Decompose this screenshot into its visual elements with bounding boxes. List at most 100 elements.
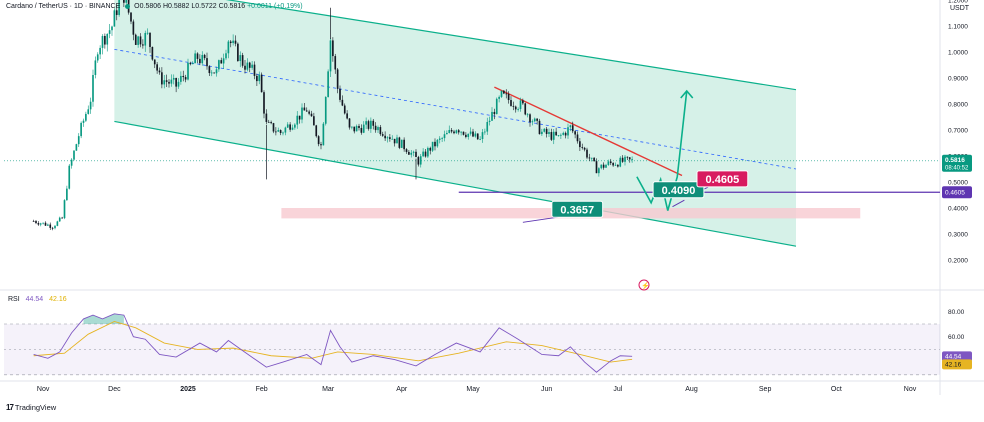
candle-body [441,138,443,139]
price-tick-label: 1.1000 [948,24,968,31]
candle-body [386,137,389,139]
candle-body [562,132,565,135]
candle-body [334,56,337,70]
candle-body [398,137,401,148]
currency-label[interactable]: USDT [950,5,970,12]
candle-body [495,98,498,115]
candle-body [486,121,489,132]
candle-body [624,156,626,162]
candle-body [324,96,327,124]
candle-body [403,139,405,150]
candle-body [367,121,370,129]
candle-body [341,99,344,106]
candle-body [66,188,68,201]
candle-body [187,62,189,80]
candle-body [343,105,346,114]
lightning-icon-glyph: ⚡ [641,281,650,290]
candle-body [47,224,49,226]
tradingview-brand[interactable]: 17 TradingView [6,403,56,412]
price-tick-label: 0.7000 [948,128,968,135]
candle-body [253,64,256,76]
candle-body [225,53,227,59]
candle-body [579,141,581,148]
candle-body [203,54,206,59]
candle-body [44,222,47,226]
candle-body [379,127,382,135]
rsi-ma-value: 42.16 [49,296,67,303]
candle-body [75,144,78,151]
symbol-label[interactable]: Cardano / TetherUS · 1D · BINANCE [6,3,121,10]
candle-body [168,81,170,84]
candle-body [453,131,455,134]
price-tick-label: 0.4000 [948,206,968,213]
candle-body [422,151,424,157]
candle-body [355,125,358,132]
candle-body [450,129,453,132]
candle-body [564,132,567,136]
candle-body [519,100,522,110]
candle-body [194,53,196,64]
rsi-title: RSI [8,296,20,303]
candle-body [313,116,315,126]
candle-body [246,62,249,70]
candle-body [222,58,225,64]
candle-body [125,0,128,3]
candle-body [583,147,586,150]
candle-body [237,43,239,61]
candle-body [552,131,555,140]
candle-body [303,107,306,111]
candle-body [298,115,301,120]
price-tick-label: 0.8000 [948,102,968,109]
candle-body [82,120,85,123]
candle-body [206,58,208,67]
candle-body [514,106,517,110]
candle-body [503,90,505,94]
candle-body [191,63,194,65]
candle-body [218,60,220,70]
candle-body [294,124,296,128]
time-tick-label: Nov [37,386,50,393]
candle-body [279,130,282,134]
candle-body [146,32,149,34]
time-tick-label: Apr [396,386,408,393]
candle-body [63,200,66,219]
candle-body [517,109,519,110]
price-tick-label: 0.2000 [948,258,968,265]
candle-body [507,94,510,101]
candle-body [130,12,132,22]
candle-body [417,157,420,165]
candle-body [365,121,367,125]
candle-body [289,124,291,130]
candle-body [488,120,491,122]
candle-body [548,132,550,134]
projection-arrowhead [680,89,694,99]
rsi-legend[interactable]: RSI 44.54 42.16 [8,296,67,303]
candle-body [336,69,339,89]
candle-body [545,128,548,134]
price-tick-label: 1.0000 [948,50,968,57]
candle-body [251,64,253,68]
candle-body [196,53,199,59]
candle-body [92,74,94,102]
candle-body [277,130,280,132]
candle-body [265,113,268,122]
candle-body [533,118,536,122]
candle-body [275,131,277,133]
candle-body [272,123,275,132]
candle-body [438,138,441,140]
candle-body [389,137,391,139]
candle-body [241,55,244,66]
candle-body [286,124,289,128]
candle-body [208,66,211,74]
candle-body [481,132,484,139]
candle-body [569,125,572,128]
candle-body [372,120,375,126]
candle-body [260,74,263,93]
candle-body [322,123,325,146]
candle-body [61,217,63,219]
candle-body [405,149,408,152]
rsi-value: 44.54 [25,296,44,303]
